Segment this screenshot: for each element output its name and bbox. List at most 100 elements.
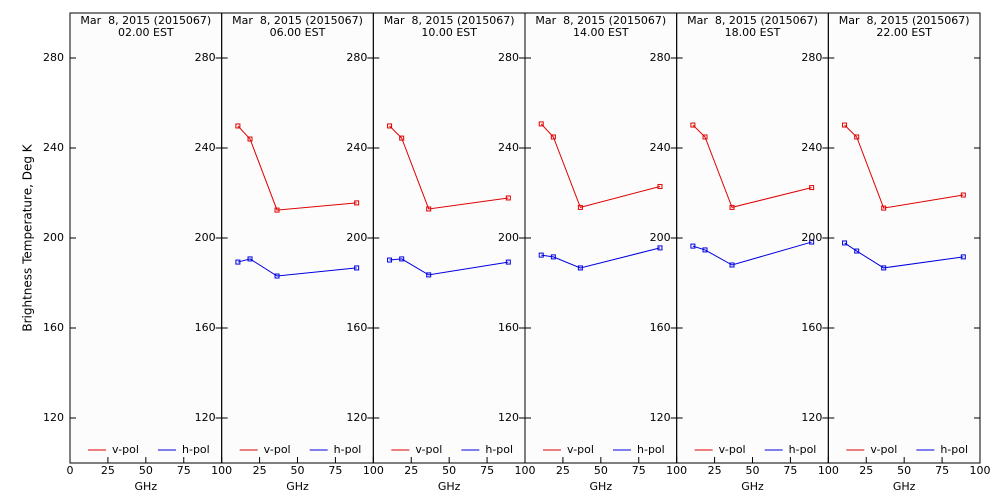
y-tick-label: 200 (650, 231, 671, 244)
point-marker (842, 240, 848, 246)
x-tick-label: 25 (708, 464, 722, 477)
x-tick-label: 25 (101, 464, 115, 477)
x-tick-label: 100 (515, 464, 536, 477)
y-tick-label: 120 (43, 411, 64, 424)
x-tick-label: 75 (632, 464, 646, 477)
point-marker (577, 265, 583, 271)
legend-label: v-pol (264, 443, 291, 456)
point-marker (399, 135, 405, 141)
x-tick-label: 75 (177, 464, 191, 477)
legend-label: h-pol (940, 443, 968, 456)
point-marker (657, 245, 663, 251)
point-marker (274, 207, 280, 213)
legend-label: h-pol (637, 443, 665, 456)
y-tick-label: 160 (498, 321, 519, 334)
x-axis-label: GHz (438, 480, 461, 493)
point-marker (247, 256, 253, 262)
panel-title: Mar 8, 2015 (2015067) (232, 14, 363, 27)
x-tick-label: 25 (253, 464, 267, 477)
point-marker (354, 200, 360, 206)
point-marker (960, 254, 966, 260)
y-tick-label: 280 (195, 51, 216, 64)
x-tick-label: 100 (666, 464, 687, 477)
x-tick-label: 25 (859, 464, 873, 477)
panel-title: Mar 8, 2015 (2015067) (384, 14, 515, 27)
x-tick-label: 75 (935, 464, 949, 477)
panel-subtitle: 02.00 EST (118, 26, 174, 39)
legend-label: v-pol (870, 443, 897, 456)
point-marker (505, 195, 511, 201)
series-line (389, 258, 509, 276)
y-tick-label: 200 (195, 231, 216, 244)
legend-label: h-pol (182, 443, 210, 456)
x-axis-label: GHz (135, 480, 158, 493)
point-marker (387, 257, 393, 263)
point-marker (387, 123, 393, 129)
x-axis-label: GHz (741, 480, 764, 493)
x-tick-label: 50 (291, 464, 305, 477)
y-tick-label: 160 (346, 321, 367, 334)
series-line (389, 125, 509, 210)
y-tick-label: 200 (346, 231, 367, 244)
point-marker (881, 205, 887, 211)
point-marker (399, 256, 405, 262)
series-line (541, 247, 661, 269)
legend-label: h-pol (485, 443, 513, 456)
point-marker (809, 239, 815, 245)
point-marker (729, 204, 735, 210)
y-tick-label: 120 (346, 411, 367, 424)
x-tick-label: 25 (404, 464, 418, 477)
point-marker (354, 265, 360, 271)
y-tick-label: 280 (43, 51, 64, 64)
x-axis-label: GHz (590, 480, 613, 493)
point-marker (657, 183, 663, 189)
point-marker (247, 136, 253, 142)
point-marker (842, 122, 848, 128)
point-marker (550, 134, 556, 140)
x-tick-label: 50 (442, 464, 456, 477)
x-tick-label: 75 (480, 464, 494, 477)
y-tick-label: 160 (43, 321, 64, 334)
point-marker (881, 265, 887, 271)
point-marker (577, 204, 583, 210)
y-tick-label: 200 (801, 231, 822, 244)
y-tick-label: 120 (650, 411, 671, 424)
series-line (844, 242, 964, 269)
point-marker (426, 272, 432, 278)
x-tick-label: 100 (970, 464, 991, 477)
point-marker (235, 123, 241, 129)
y-tick-label: 120 (195, 411, 216, 424)
x-tick-label: 25 (556, 464, 570, 477)
y-tick-label: 240 (346, 141, 367, 154)
series-line (692, 241, 812, 266)
legend-label: h-pol (789, 443, 817, 456)
legend-label: v-pol (415, 443, 442, 456)
x-tick-label: 0 (67, 464, 74, 477)
legend-label: v-pol (567, 443, 594, 456)
point-marker (809, 185, 815, 191)
panel-title: Mar 8, 2015 (2015067) (535, 14, 666, 27)
point-marker (690, 122, 696, 128)
panel-subtitle: 18.00 EST (725, 26, 781, 39)
point-marker (538, 121, 544, 127)
y-tick-label: 280 (801, 51, 822, 64)
y-tick-label: 120 (498, 411, 519, 424)
y-tick-label: 280 (498, 51, 519, 64)
x-axis-label: GHz (286, 480, 309, 493)
y-tick-label: 200 (498, 231, 519, 244)
series-line (844, 124, 964, 209)
y-tick-label: 160 (801, 321, 822, 334)
series-line (237, 125, 357, 211)
point-marker (274, 273, 280, 279)
y-tick-label: 160 (650, 321, 671, 334)
point-marker (854, 134, 860, 140)
y-axis-label: Brightness Temperature, Deg K (21, 143, 35, 331)
point-marker (729, 262, 735, 268)
point-marker (550, 254, 556, 260)
point-marker (538, 252, 544, 258)
point-marker (426, 206, 432, 212)
series-line (692, 124, 812, 208)
panel-subtitle: 06.00 EST (270, 26, 326, 39)
x-tick-label: 75 (783, 464, 797, 477)
panel-title: Mar 8, 2015 (2015067) (80, 14, 211, 27)
